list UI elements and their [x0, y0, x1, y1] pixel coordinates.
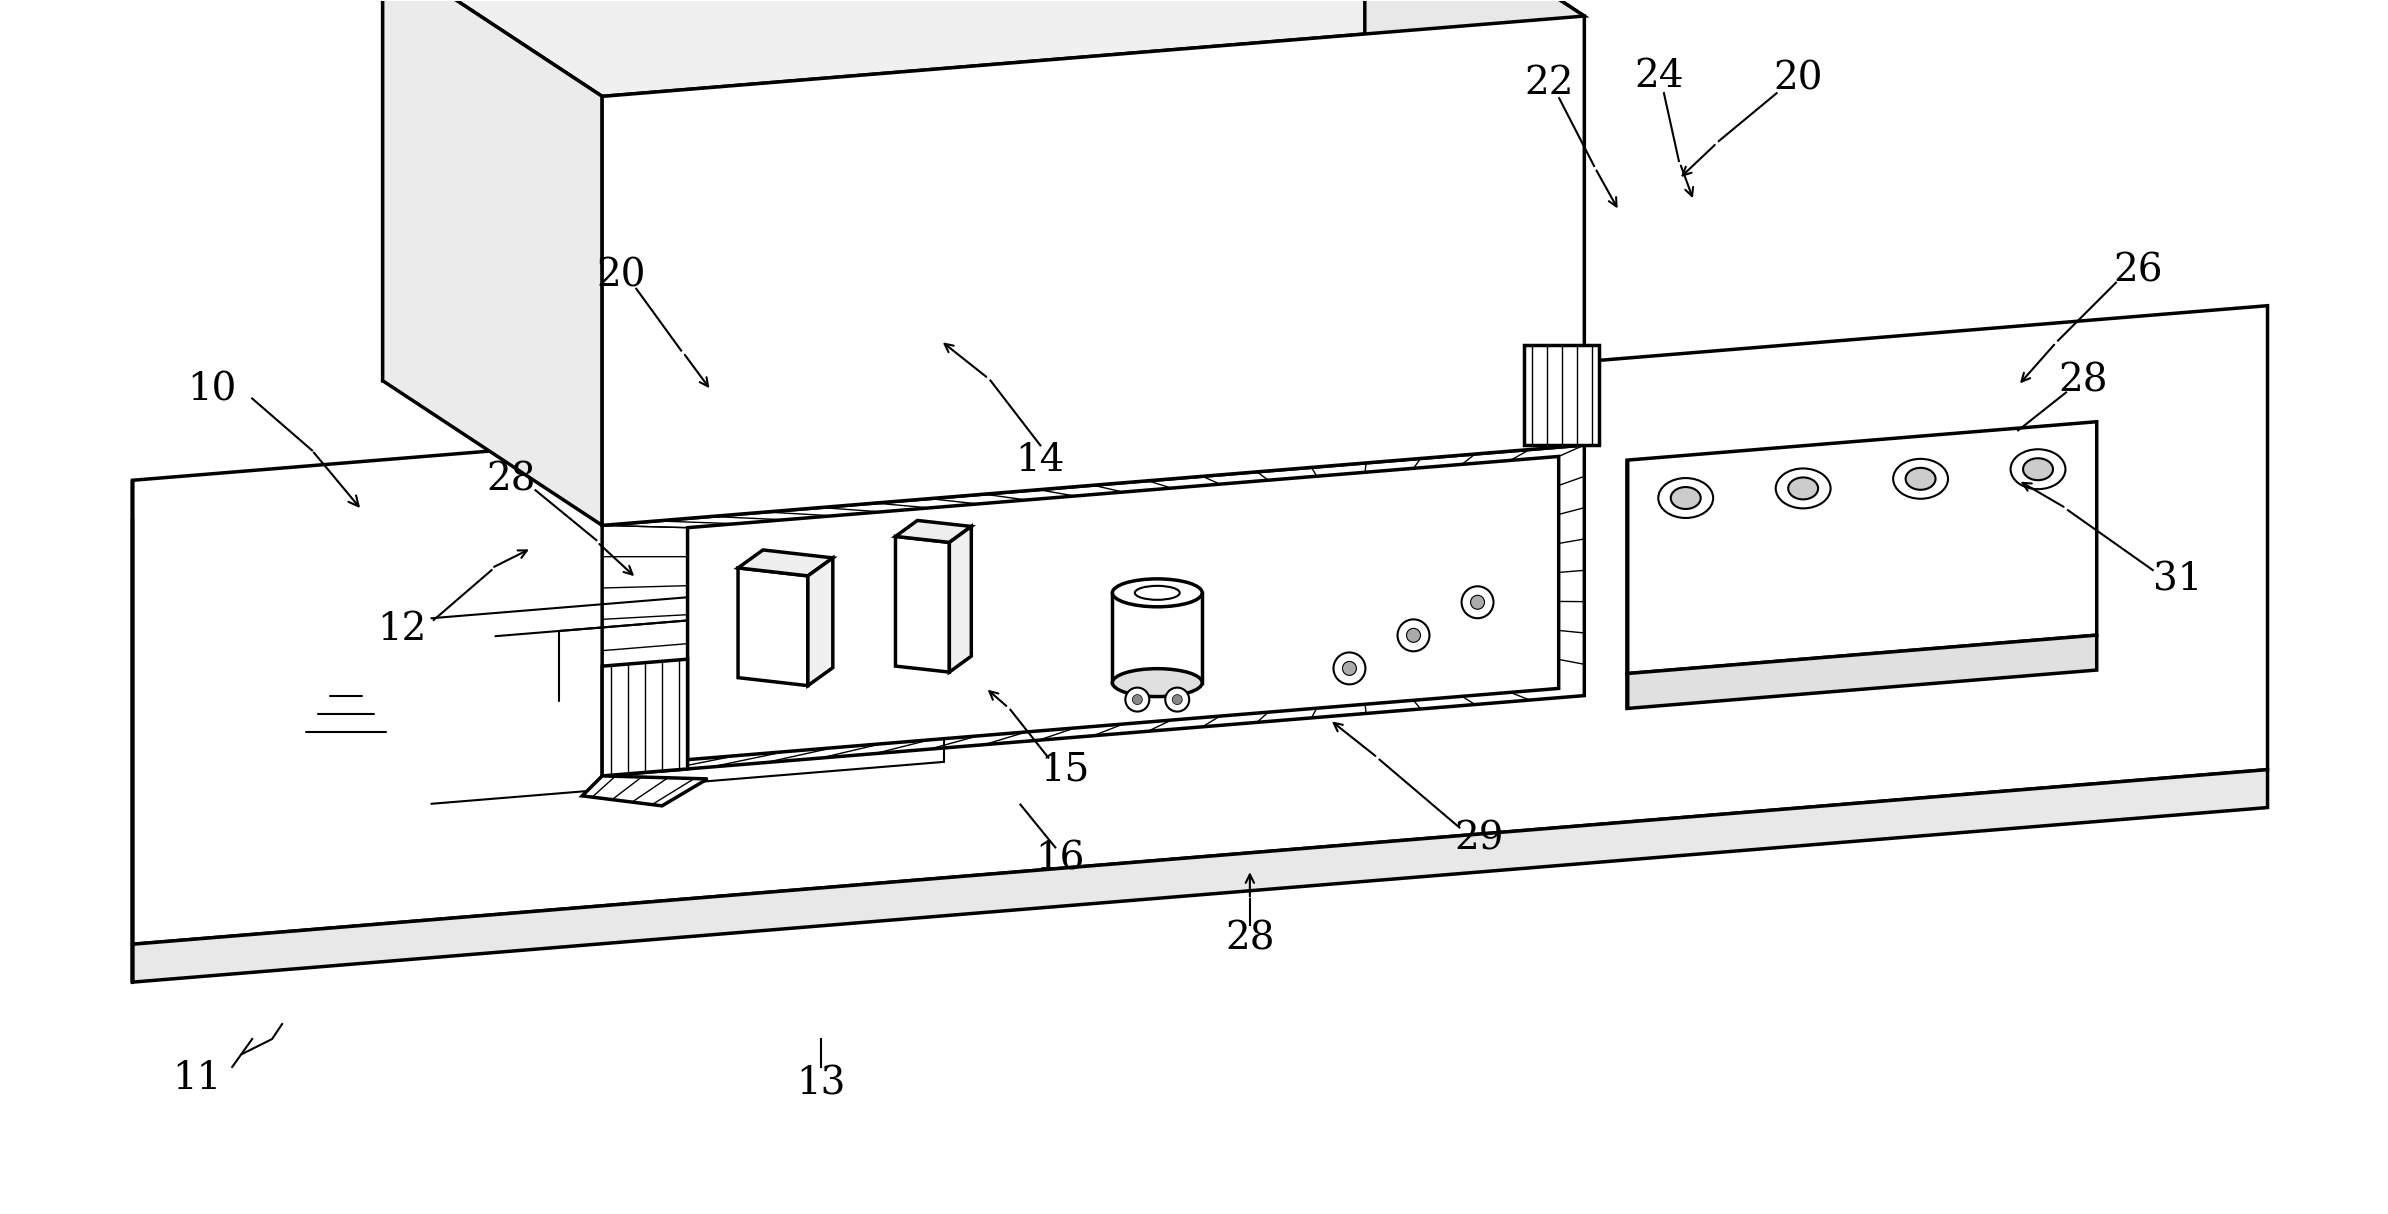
Circle shape: [1342, 662, 1356, 675]
Text: 14: 14: [1015, 442, 1065, 478]
Circle shape: [1407, 629, 1421, 642]
Circle shape: [1397, 619, 1430, 651]
Polygon shape: [738, 568, 807, 686]
Text: 10: 10: [189, 371, 236, 409]
Polygon shape: [131, 770, 2269, 982]
Ellipse shape: [1657, 478, 1712, 518]
Ellipse shape: [1906, 467, 1937, 489]
Ellipse shape: [1672, 487, 1700, 509]
Text: 31: 31: [2154, 562, 2202, 599]
Polygon shape: [131, 306, 2269, 944]
Text: 24: 24: [1633, 58, 1684, 95]
Text: 22: 22: [1524, 64, 1574, 102]
Ellipse shape: [1894, 459, 1949, 499]
Text: 29: 29: [1454, 821, 1504, 858]
Polygon shape: [950, 527, 972, 673]
Ellipse shape: [1113, 579, 1201, 607]
Polygon shape: [602, 659, 688, 776]
Text: 28: 28: [2058, 362, 2109, 399]
Text: 11: 11: [172, 1060, 222, 1097]
Polygon shape: [602, 16, 1583, 526]
Polygon shape: [1113, 592, 1201, 682]
Polygon shape: [688, 456, 1559, 760]
Text: 16: 16: [1036, 841, 1084, 878]
Circle shape: [1471, 595, 1485, 609]
Text: 28: 28: [487, 461, 537, 499]
Text: 12: 12: [377, 612, 427, 648]
Polygon shape: [583, 776, 707, 806]
Circle shape: [1125, 687, 1149, 711]
Circle shape: [1333, 652, 1366, 685]
Ellipse shape: [2011, 449, 2066, 489]
Polygon shape: [602, 446, 1583, 776]
Text: 15: 15: [1041, 751, 1089, 788]
Text: 26: 26: [2113, 253, 2164, 289]
Text: 20: 20: [1774, 61, 1824, 97]
Polygon shape: [382, 0, 1583, 96]
Polygon shape: [896, 521, 972, 543]
Circle shape: [1165, 687, 1189, 711]
Polygon shape: [896, 537, 950, 673]
Circle shape: [1132, 694, 1141, 704]
Ellipse shape: [1789, 477, 1817, 499]
Polygon shape: [382, 0, 1366, 381]
Polygon shape: [1366, 0, 1583, 446]
Polygon shape: [1524, 345, 1600, 446]
Ellipse shape: [1113, 669, 1201, 697]
Polygon shape: [807, 558, 833, 686]
Polygon shape: [1626, 635, 2097, 709]
Ellipse shape: [2023, 458, 2054, 481]
Text: 20: 20: [597, 257, 647, 294]
Circle shape: [1461, 586, 1492, 618]
Polygon shape: [738, 550, 833, 575]
Polygon shape: [1626, 421, 2097, 674]
Ellipse shape: [1777, 469, 1832, 509]
Text: 13: 13: [795, 1066, 845, 1102]
Circle shape: [1173, 694, 1182, 704]
Text: 28: 28: [1225, 920, 1275, 958]
Polygon shape: [382, 0, 602, 526]
Ellipse shape: [1134, 586, 1180, 600]
